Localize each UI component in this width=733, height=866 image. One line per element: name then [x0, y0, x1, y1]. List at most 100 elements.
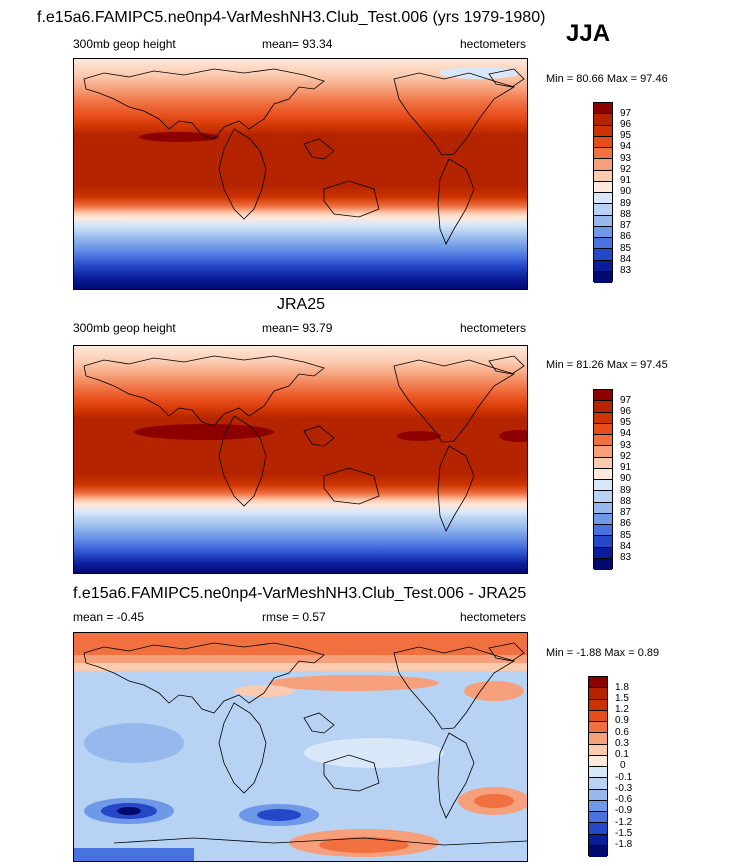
panel1-colorbar-swatch: [594, 103, 612, 115]
panel2-colorbar-swatch: [594, 468, 612, 480]
panel2-colorbar-swatch: [594, 435, 612, 447]
panel1-colorbar-label: 96: [620, 119, 632, 130]
panel3-title: f.e15a6.FAMIPC5.ne0np4-VarMeshNH3.Club_T…: [73, 585, 527, 602]
panel1-map: [73, 58, 528, 290]
panel1-colorbar-label: 86: [620, 231, 632, 242]
panel3-mean: mean = -0.45: [73, 610, 145, 624]
panel2-colorbar-label: 89: [620, 485, 632, 496]
panel1-colorbar-label: 94: [620, 141, 632, 152]
panel3-colorbar-label: -0.3: [615, 783, 633, 794]
panel3-colorbar-label: 0.9: [615, 715, 629, 726]
panel3-units: hectometers: [460, 610, 527, 624]
panel3-colorbar-label: 0.6: [615, 727, 629, 738]
panel2-colorbar-label: 97: [620, 395, 632, 406]
panel3-colorbar-swatch: [589, 789, 607, 801]
panel2-colorbar-label: 85: [620, 530, 632, 541]
panel2-colorbar-label: 90: [620, 473, 632, 484]
panel3-colorbar-label: 0.1: [615, 749, 629, 760]
panel2-coastlines: [83, 355, 525, 532]
panel3-colorbar-label: -1.5: [615, 828, 633, 839]
panel1-colorbar-label: 93: [620, 153, 632, 164]
panel2-colorbar: [593, 389, 613, 570]
panel3-colorbar-swatch: [589, 800, 607, 812]
panel2-colorbar-label: 95: [620, 417, 632, 428]
panel2-map-svg: [74, 346, 527, 573]
panel2-colorbar-swatch: [594, 513, 612, 525]
panel1-title: f.e15a6.FAMIPC5.ne0np4-VarMeshNH3.Club_T…: [37, 9, 546, 26]
panel1-colorbar-label: 83: [620, 265, 632, 276]
panel2-colorbar-label: 94: [620, 428, 632, 439]
panel3-colorbar-swatch: [589, 733, 607, 745]
panel1-colorbar-swatch: [594, 114, 612, 126]
panel1-mean: mean= 93.34: [262, 37, 333, 51]
panel2-colorbar-swatch: [594, 547, 612, 559]
panel3-colorbar-label: 0: [620, 760, 626, 771]
panel3-colorbar-swatch: [589, 845, 607, 857]
panel2-variable: 300mb geop height: [73, 321, 176, 335]
panel1-units: hectometers: [460, 37, 527, 51]
panel2-minmax: Min = 81.26 Max = 97.45: [546, 359, 668, 371]
panel1-colorbar-swatch: [594, 238, 612, 250]
panel1-colorbar-label: 89: [620, 198, 632, 209]
panel2-colorbar-swatch: [594, 457, 612, 469]
panel1-colorbar-swatch: [594, 271, 612, 283]
panel3-colorbar-swatch: [589, 755, 607, 767]
panel3-minmax: Min = -1.88 Max = 0.89: [546, 647, 660, 659]
panel2-colorbar-label: 91: [620, 462, 632, 473]
panel2-colorbar-swatch: [594, 446, 612, 458]
panel1-variable: 300mb geop height: [73, 37, 176, 51]
panel2-units: hectometers: [460, 321, 527, 335]
panel3-colorbar-swatch: [589, 722, 607, 734]
panel2-colorbar-label: 87: [620, 507, 632, 518]
panel2-colorbar-swatch: [594, 401, 612, 413]
panel3-colorbar-swatch: [589, 778, 607, 790]
panel2-colorbar-label: 92: [620, 451, 632, 462]
panel3-colorbar-swatch: [589, 834, 607, 846]
panel1-colorbar-swatch: [594, 181, 612, 193]
panel1-colorbar-swatch: [594, 260, 612, 272]
panel1-colorbar-label: 87: [620, 220, 632, 231]
panel1-colorbar-swatch: [594, 136, 612, 148]
panel1-colorbar-label: 95: [620, 130, 632, 141]
season-label: JJA: [566, 20, 611, 47]
panel1-map-svg: [74, 59, 527, 289]
panel1-colorbar-swatch: [594, 159, 612, 171]
panel2-colorbar-label: 96: [620, 406, 632, 417]
panel3-colorbar-swatch: [589, 744, 607, 756]
panel1-colorbar-label: 84: [620, 254, 632, 265]
panel3-colorbar-label: 1.5: [615, 693, 629, 704]
panel1-colorbar-swatch: [594, 193, 612, 205]
panel1-colorbar-label: 92: [620, 164, 632, 175]
panel2-colorbar-label: 93: [620, 440, 632, 451]
panel2-colorbar-swatch: [594, 536, 612, 548]
panel3-colorbar-label: -0.1: [615, 772, 633, 783]
panel1-colorbar-label: 91: [620, 175, 632, 186]
panel3-colorbar-label: 1.2: [615, 704, 629, 715]
panel1-colorbar-swatch: [594, 226, 612, 238]
panel3-colorbar-label: -1.2: [615, 817, 633, 828]
panel3-colorbar-label: -0.6: [615, 794, 633, 805]
panel1-minmax: Min = 80.66 Max = 97.46: [546, 73, 668, 85]
panel1-colorbar-swatch: [594, 148, 612, 160]
panel2-colorbar-label: 88: [620, 496, 632, 507]
panel3-coastlines: [83, 642, 527, 846]
panel2-colorbar-swatch: [594, 558, 612, 570]
panel3-colorbar-label: -1.8: [615, 839, 633, 850]
panel3-map-svg: [74, 633, 527, 861]
panel2-colorbar-swatch: [594, 423, 612, 435]
panel1-coastlines: [83, 68, 525, 245]
panel2-colorbar-swatch: [594, 390, 612, 402]
panel1-colorbar-label: 88: [620, 209, 632, 220]
panel1-colorbar: [593, 102, 613, 283]
panel1-colorbar-label: 85: [620, 243, 632, 254]
panel1-colorbar-swatch: [594, 249, 612, 261]
panel1-colorbar-swatch: [594, 204, 612, 216]
panel3-colorbar-label: -0.9: [615, 805, 633, 816]
panel3-colorbar-swatch: [589, 767, 607, 779]
panel1-colorbar-label: 90: [620, 186, 632, 197]
panel2-colorbar-label: 86: [620, 518, 632, 529]
panel2-map: [73, 345, 528, 574]
panel2-colorbar-swatch: [594, 491, 612, 503]
panel2-colorbar-label: 84: [620, 541, 632, 552]
panel2-mean: mean= 93.79: [262, 321, 333, 335]
